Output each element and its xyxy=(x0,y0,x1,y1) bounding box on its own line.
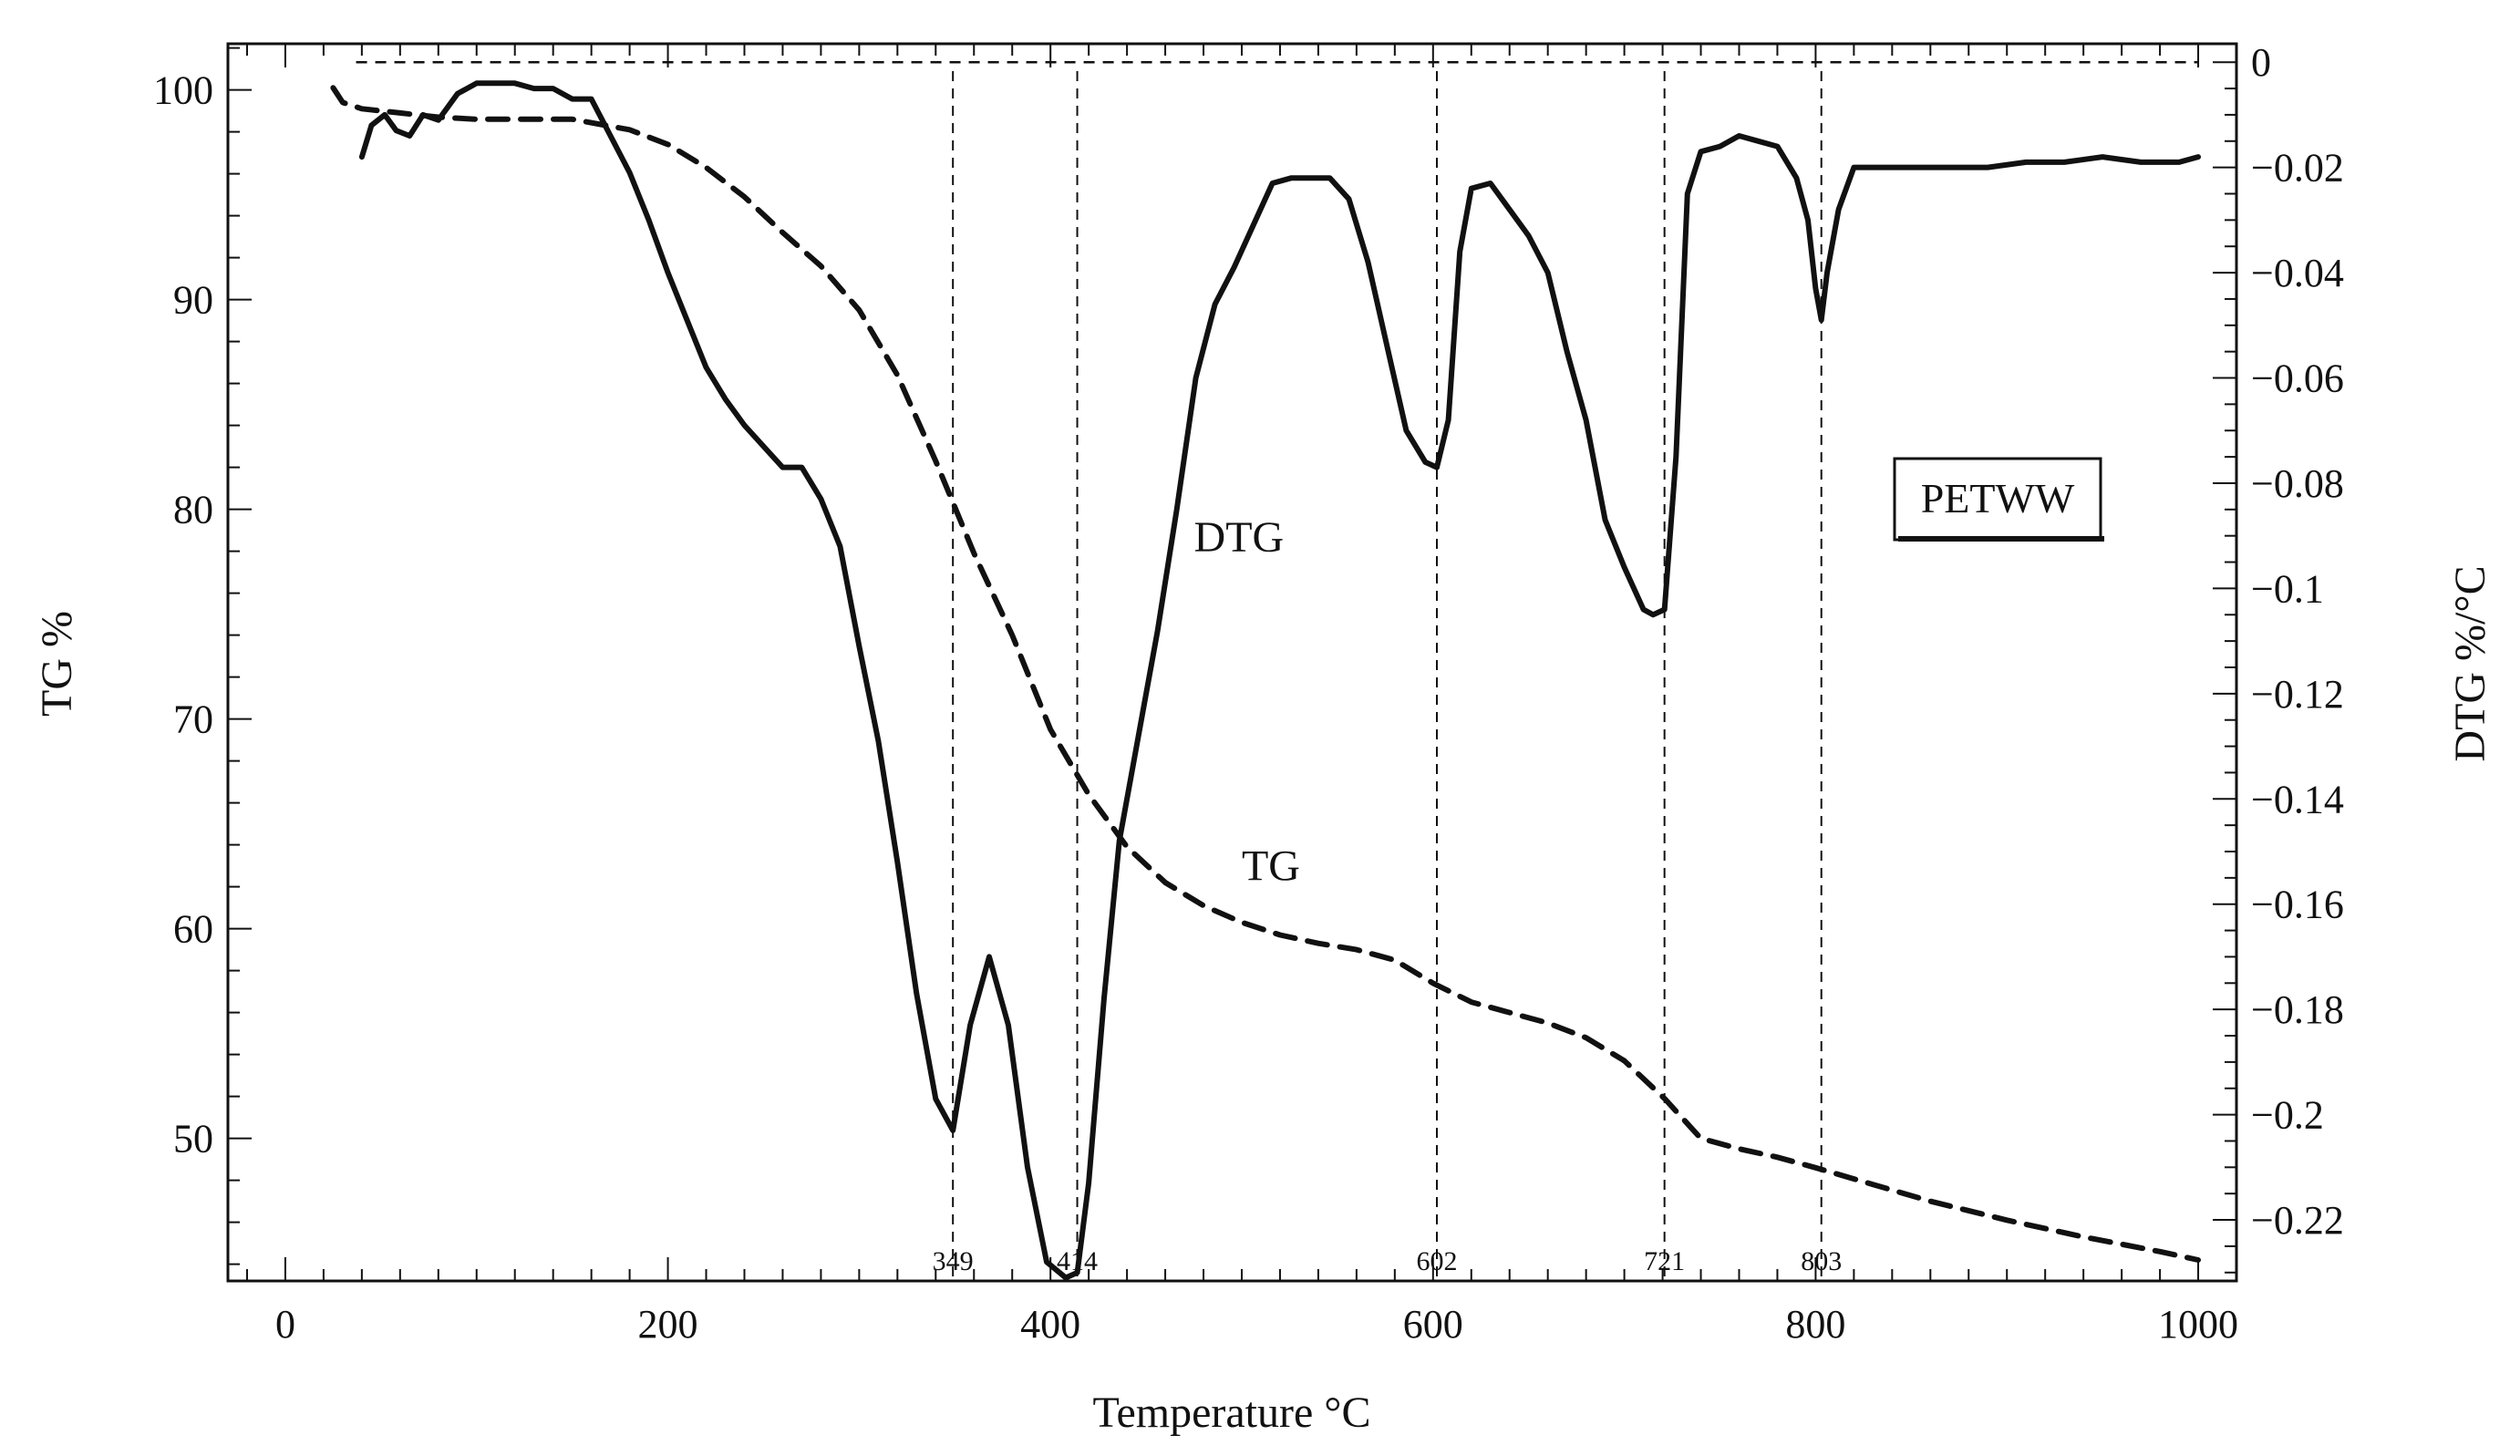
curve-layer: TG DTG xyxy=(330,80,2201,1281)
x-tick-label: 1000 xyxy=(2158,1302,2238,1347)
peak-marker-label-721: 721 xyxy=(1644,1246,1685,1276)
y-right-tick-label: −0.16 xyxy=(2251,883,2344,927)
y-left-tick-label: 100 xyxy=(153,68,213,113)
y-right-tick-label: −0.14 xyxy=(2251,777,2344,821)
y-axis-title-right: DTG %/°C xyxy=(2446,565,2494,761)
peak-marker-label-602: 602 xyxy=(1416,1246,1457,1276)
series-label-dtg: DTG xyxy=(1194,513,1285,562)
y-right-tick-label: −0.2 xyxy=(2251,1093,2324,1138)
legend-box: PETWW xyxy=(1893,457,2104,542)
y-right-tick-label: −0.02 xyxy=(2251,146,2344,191)
y-right-tick-label: −0.1 xyxy=(2251,566,2324,611)
y-left-tick-label: 60 xyxy=(173,907,213,952)
legend-box-frame xyxy=(1893,457,2102,542)
y-left-tick-label: 80 xyxy=(173,488,213,532)
legend-box-shadow xyxy=(1898,536,2104,542)
x-tick-label: 200 xyxy=(638,1302,698,1347)
peak-marker-label-803: 803 xyxy=(1801,1246,1842,1276)
y-right-tick-label: −0.12 xyxy=(2251,672,2344,717)
x-tick-label: 400 xyxy=(1020,1302,1080,1347)
y-axis-title-left: TG % xyxy=(33,611,81,717)
peak-marker-layer: 349 414 602 721 803 xyxy=(356,60,2199,1281)
y-right-tick-label: −0.06 xyxy=(2251,356,2344,401)
y-right-tick-label: −0.22 xyxy=(2251,1198,2344,1243)
peak-marker-label-349: 349 xyxy=(933,1246,974,1276)
y-left-tick-label: 90 xyxy=(173,278,213,323)
y-right-tick-label: −0.04 xyxy=(2251,251,2344,295)
series-label-tg: TG xyxy=(1242,842,1300,891)
series-line-dtg xyxy=(358,80,2201,1281)
tick-layer: 0 200 400 600 800 100050607080901000−0.02−0.0… xyxy=(153,40,2344,1347)
y-right-tick-label: 0 xyxy=(2251,40,2271,85)
x-tick-label: 600 xyxy=(1403,1302,1463,1347)
plot-frame xyxy=(226,42,2238,1283)
x-axis-title: Temperature °C xyxy=(1092,1389,1370,1437)
series-line-tg xyxy=(330,85,2201,1263)
legend-box-label: PETWW xyxy=(1921,475,2075,521)
y-right-tick-label: −0.08 xyxy=(2251,461,2344,506)
y-left-tick-label: 70 xyxy=(173,697,213,742)
x-tick-label: 800 xyxy=(1785,1302,1845,1347)
y-left-tick-label: 50 xyxy=(173,1117,213,1162)
y-right-tick-label: −0.18 xyxy=(2251,987,2344,1032)
x-tick-label: 0 xyxy=(275,1302,295,1347)
